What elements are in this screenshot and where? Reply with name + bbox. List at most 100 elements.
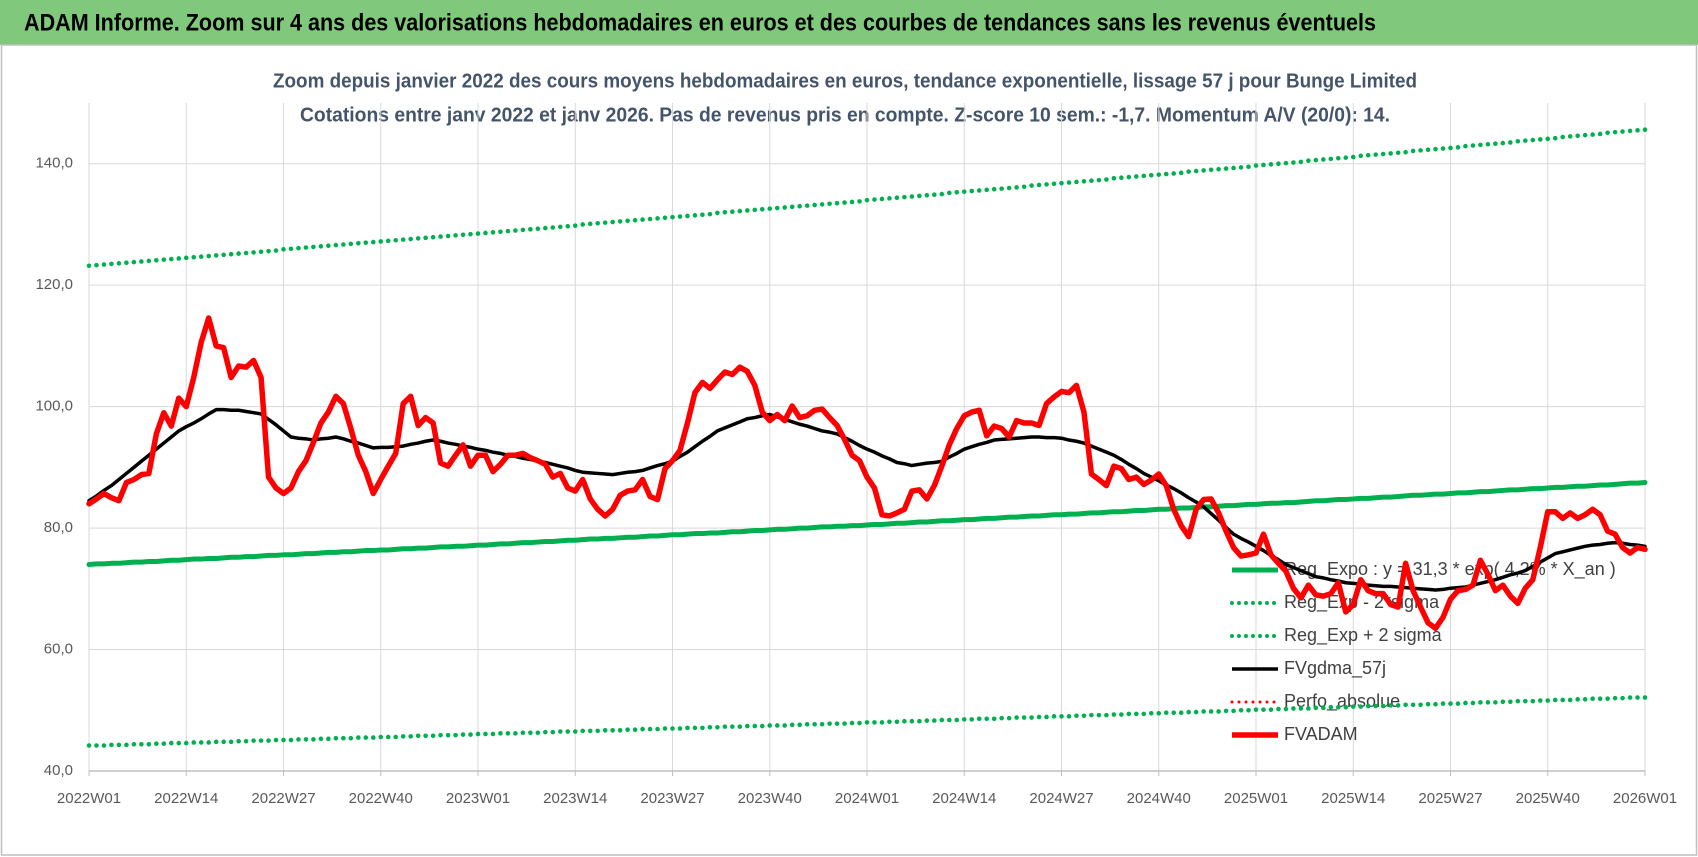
series-dot: [677, 726, 683, 731]
series-dot: [445, 233, 451, 239]
series-dot: [1425, 701, 1431, 707]
series-dot: [183, 255, 189, 261]
series-dot: [887, 719, 892, 725]
series-dot: [917, 193, 922, 199]
series-dot: [991, 716, 997, 722]
legend-label: Reg_Expo : y = 31,3 * exp( 4,2% * X_an ): [1284, 559, 1616, 580]
series-dot: [1059, 714, 1064, 719]
series-dot: [872, 197, 877, 202]
series-dot: [625, 727, 630, 733]
grid: 40,0 60,0 80,0 100,0 120,0 140,0 2022W01 2022W1…: [35, 103, 1677, 807]
x-tick-label: 2022W14: [154, 790, 218, 807]
series-dot: [1246, 164, 1251, 170]
series-dot: [490, 230, 496, 235]
x-tick-label: 2024W01: [835, 790, 899, 807]
series-dot: [213, 739, 219, 745]
series-dot: [1238, 165, 1244, 170]
series-dot: [1365, 152, 1371, 158]
series-dot: [1201, 168, 1206, 173]
series-dot: [109, 261, 114, 267]
x-tick-label: 2024W14: [932, 790, 996, 807]
series-dot: [385, 238, 391, 244]
series-dot: [139, 741, 144, 747]
series-dot: [318, 736, 324, 742]
series-dot: [1276, 161, 1281, 167]
series-dot: [333, 735, 339, 741]
series-dot: [513, 228, 518, 233]
series-dot: [730, 724, 735, 729]
series-dot: [1081, 713, 1087, 719]
series-dot: [1493, 700, 1498, 705]
series-dot: [722, 724, 728, 729]
series-dot: [101, 262, 107, 267]
series-dot: [1104, 712, 1109, 718]
series-dot: [1201, 709, 1206, 714]
series-dot: [243, 738, 249, 744]
series-dot: [1470, 700, 1476, 706]
header-bar: [0, 0, 1698, 45]
series-dot: [363, 240, 369, 245]
series-dot: [311, 244, 316, 250]
series-dot: [872, 720, 877, 725]
series-dot: [468, 231, 473, 237]
series-dot: [1074, 713, 1079, 719]
series-dot: [1283, 706, 1289, 712]
series-dot: [632, 217, 638, 223]
series-dot: [1246, 707, 1251, 713]
series-dot: [1059, 180, 1064, 186]
series-dot: [572, 223, 578, 228]
series-dot: [430, 234, 436, 240]
series-dot: [528, 730, 533, 736]
series-dot: [587, 221, 593, 227]
series-dot: [1321, 705, 1326, 711]
series-dot: [804, 203, 810, 208]
series-dot: [700, 212, 705, 218]
series-dot: [1148, 172, 1154, 178]
series-dot: [797, 722, 802, 728]
series-dot: [236, 738, 241, 744]
series-dot: [1193, 709, 1199, 715]
series-dot: [1014, 715, 1019, 720]
chart-title: Zoom depuis janvier 2022 des cours moyen…: [273, 70, 1417, 92]
series-dot: [647, 726, 653, 732]
series-dot: [759, 723, 765, 729]
series-dot: [1373, 152, 1378, 157]
series-dot: [468, 732, 473, 737]
series-dot: [131, 741, 137, 747]
series-dot: [879, 196, 885, 202]
x-tick-label: 2022W27: [251, 790, 315, 807]
series-dot: [932, 192, 937, 197]
series-dot: [1261, 707, 1266, 712]
series-dot: [326, 243, 331, 249]
series-dot: [1134, 174, 1139, 179]
series-dot: [685, 725, 690, 731]
series-dot: [1074, 179, 1079, 185]
series-dot: [946, 190, 952, 196]
series-dot: [961, 717, 967, 722]
series-dot: [1021, 184, 1027, 190]
series-dot: [789, 204, 795, 210]
series-dot: [640, 726, 645, 732]
series-dot: [984, 187, 989, 193]
series-dot: [737, 724, 743, 729]
series-dot: [1395, 150, 1401, 156]
series-dot: [1440, 146, 1446, 151]
series-dot: [954, 717, 960, 723]
series-dot: [213, 253, 219, 258]
series-dot: [498, 229, 503, 235]
series-dot: [438, 732, 443, 738]
series-dot: [759, 206, 765, 212]
series-dot: [842, 200, 847, 205]
series-dot: [1044, 182, 1049, 187]
series-dot: [625, 218, 630, 224]
series-dot: [311, 737, 316, 742]
series-dot: [139, 259, 144, 264]
series-dot: [1306, 706, 1311, 711]
series-dot: [565, 223, 571, 229]
series-dot: [647, 216, 653, 222]
x-tick-label: 2023W40: [738, 790, 802, 807]
series-dot: [602, 220, 608, 225]
x-tick-label: 2026W01: [1613, 790, 1677, 807]
series-dot: [1612, 695, 1618, 701]
